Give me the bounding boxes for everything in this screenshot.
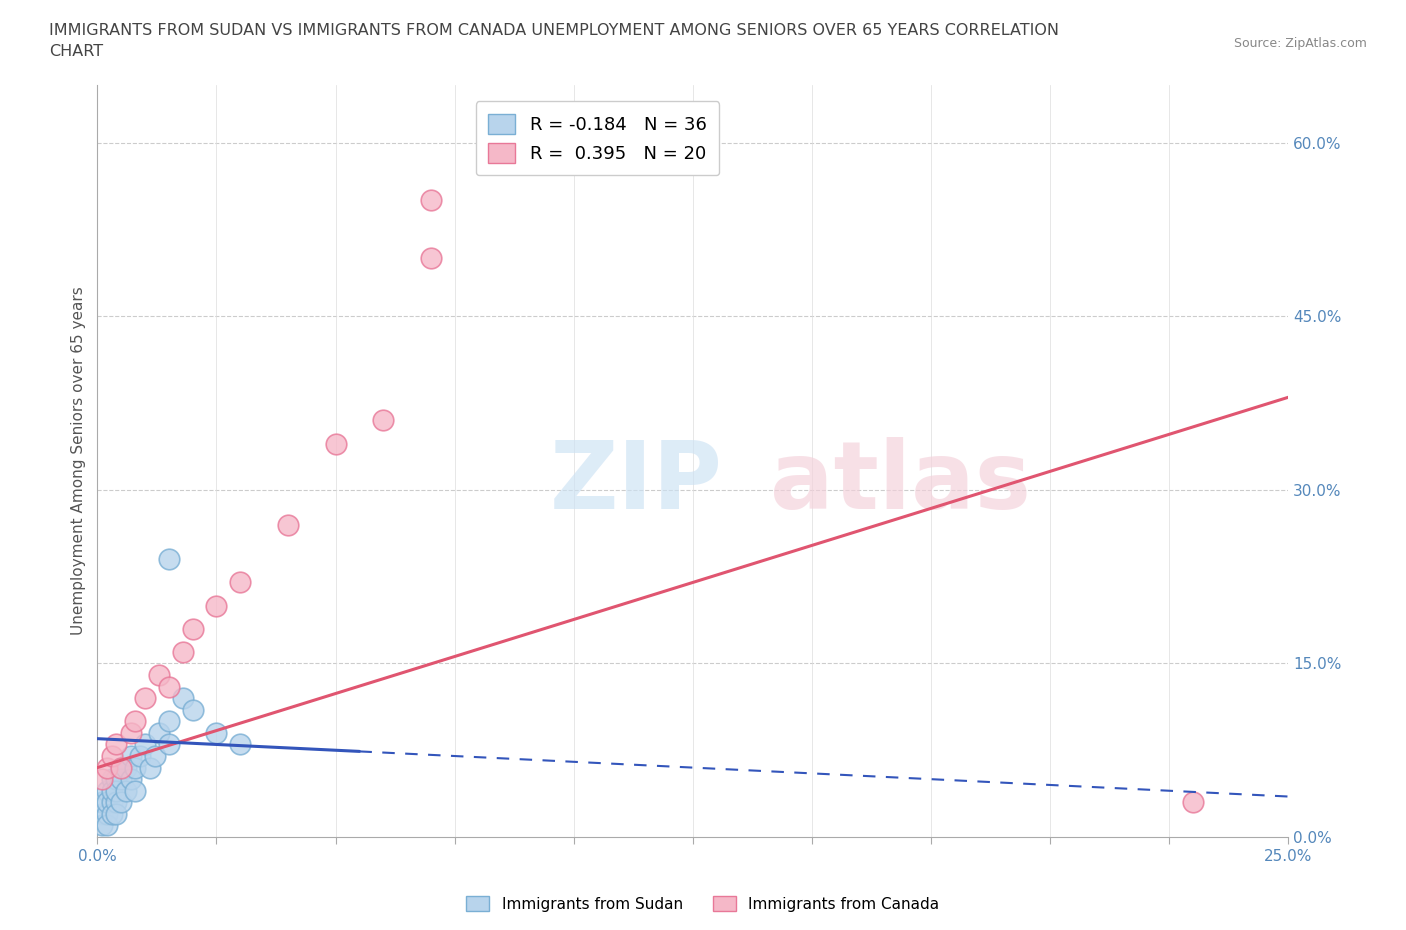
Point <box>134 691 156 706</box>
Point <box>172 691 194 706</box>
Point <box>157 737 180 751</box>
Point <box>100 749 122 764</box>
Text: IMMIGRANTS FROM SUDAN VS IMMIGRANTS FROM CANADA UNEMPLOYMENT AMONG SENIORS OVER : IMMIGRANTS FROM SUDAN VS IMMIGRANTS FROM… <box>49 23 1059 60</box>
Point <box>124 714 146 729</box>
Point <box>100 795 122 810</box>
Point <box>115 783 138 798</box>
Point <box>172 644 194 659</box>
Point <box>96 818 118 833</box>
Point <box>148 725 170 740</box>
Point <box>110 772 132 787</box>
Point <box>373 413 395 428</box>
Point <box>91 806 114 821</box>
Point <box>124 783 146 798</box>
Point <box>148 668 170 683</box>
Point <box>157 551 180 566</box>
Point <box>1182 795 1205 810</box>
Point <box>181 702 204 717</box>
Point <box>205 725 228 740</box>
Point <box>229 575 252 590</box>
Point <box>91 772 114 787</box>
Point <box>105 737 128 751</box>
Point <box>110 760 132 775</box>
Point <box>100 783 122 798</box>
Point <box>91 795 114 810</box>
Point <box>157 714 180 729</box>
Point <box>181 621 204 636</box>
Point <box>91 818 114 833</box>
Point <box>96 806 118 821</box>
Point <box>105 806 128 821</box>
Point <box>325 436 347 451</box>
Point <box>120 749 142 764</box>
Point <box>134 737 156 751</box>
Y-axis label: Unemployment Among Seniors over 65 years: Unemployment Among Seniors over 65 years <box>72 286 86 635</box>
Point <box>100 772 122 787</box>
Point <box>229 737 252 751</box>
Point <box>105 783 128 798</box>
Point <box>419 251 441 266</box>
Point <box>110 795 132 810</box>
Legend: Immigrants from Sudan, Immigrants from Canada: Immigrants from Sudan, Immigrants from C… <box>460 889 946 918</box>
Point <box>419 193 441 208</box>
Point <box>205 598 228 613</box>
Point <box>96 760 118 775</box>
Point <box>105 795 128 810</box>
Point <box>277 517 299 532</box>
Point <box>157 679 180 694</box>
Point <box>124 760 146 775</box>
Text: atlas: atlas <box>770 437 1032 529</box>
Point <box>129 749 152 764</box>
Point <box>139 760 162 775</box>
Point <box>143 749 166 764</box>
Text: Source: ZipAtlas.com: Source: ZipAtlas.com <box>1233 37 1367 50</box>
Legend: R = -0.184   N = 36, R =  0.395   N = 20: R = -0.184 N = 36, R = 0.395 N = 20 <box>475 101 720 176</box>
Point <box>96 783 118 798</box>
Point <box>120 725 142 740</box>
Point <box>110 760 132 775</box>
Point <box>120 772 142 787</box>
Point <box>115 760 138 775</box>
Point <box>100 806 122 821</box>
Text: ZIP: ZIP <box>550 437 723 529</box>
Point <box>105 772 128 787</box>
Point <box>96 795 118 810</box>
